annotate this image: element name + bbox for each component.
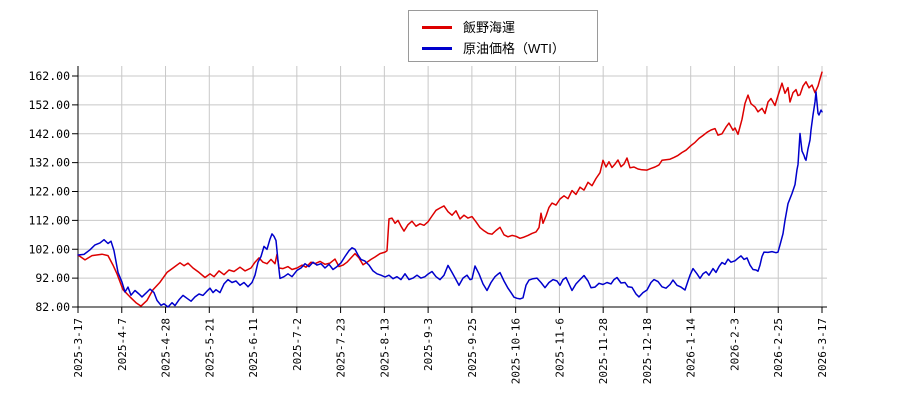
x-tick-label: 2025-9-25 [466, 318, 479, 378]
x-tick-label: 2026-3-17 [816, 318, 829, 378]
x-tick-label: 2025-12-18 [641, 318, 654, 384]
blue-series-swatch [422, 47, 452, 50]
x-tick-label: 2025-5-21 [203, 318, 216, 378]
x-tick-label: 2025-4-28 [160, 318, 173, 378]
y-tick-label: 142.00 [28, 127, 70, 141]
legend-label-wti: 原油価格（WTI） [463, 41, 565, 56]
y-tick-label: 122.00 [28, 185, 70, 199]
x-tick-label: 2025-11-6 [553, 318, 566, 378]
y-tick-label: 162.00 [28, 69, 70, 83]
y-tick-label: 102.00 [28, 242, 70, 256]
y-tick-label: 92.00 [35, 271, 70, 285]
axis-labels: 82.00 92.00 102.00 112.00 122.00 132.00 142.00… [28, 69, 829, 384]
x-tick-label: 2025-9-3 [422, 318, 435, 371]
x-tick-label: 2025-7-23 [335, 318, 348, 378]
series-lines [77, 71, 823, 308]
y-tick-label: 82.00 [35, 300, 70, 314]
series-line-iino-kaiun [77, 71, 823, 307]
x-tick-label: 2025-11-28 [597, 318, 610, 384]
y-tick-label: 152.00 [28, 98, 70, 112]
x-tick-label: 2026-2-3 [728, 318, 741, 371]
legend-item-iino-kaiun: 飯野海運 [422, 18, 597, 37]
x-tick-label: 2025-6-11 [247, 318, 260, 378]
y-tick-label: 132.00 [28, 156, 70, 170]
y-tick-label: 112.00 [28, 213, 70, 227]
legend-item-wti: 原油価格（WTI） [422, 39, 597, 58]
x-tick-label: 2025-10-16 [510, 318, 523, 384]
legend-label-iino-kaiun: 飯野海運 [463, 20, 516, 35]
x-tick-label: 2026-1-14 [685, 318, 698, 378]
x-tick-label: 2026-2-25 [772, 318, 785, 378]
x-tick-label: 2025-7-2 [291, 318, 304, 371]
x-tick-label: 2025-3-17 [72, 318, 85, 378]
x-tick-label: 2025-8-13 [378, 318, 391, 378]
x-tick-label: 2025-4-7 [116, 318, 129, 371]
gridlines [77, 66, 827, 308]
axes [72, 66, 827, 313]
chart-legend: 飯野海運 原油価格（WTI） [408, 10, 598, 62]
red-series-swatch [422, 26, 452, 29]
series-line-wti [77, 91, 823, 308]
